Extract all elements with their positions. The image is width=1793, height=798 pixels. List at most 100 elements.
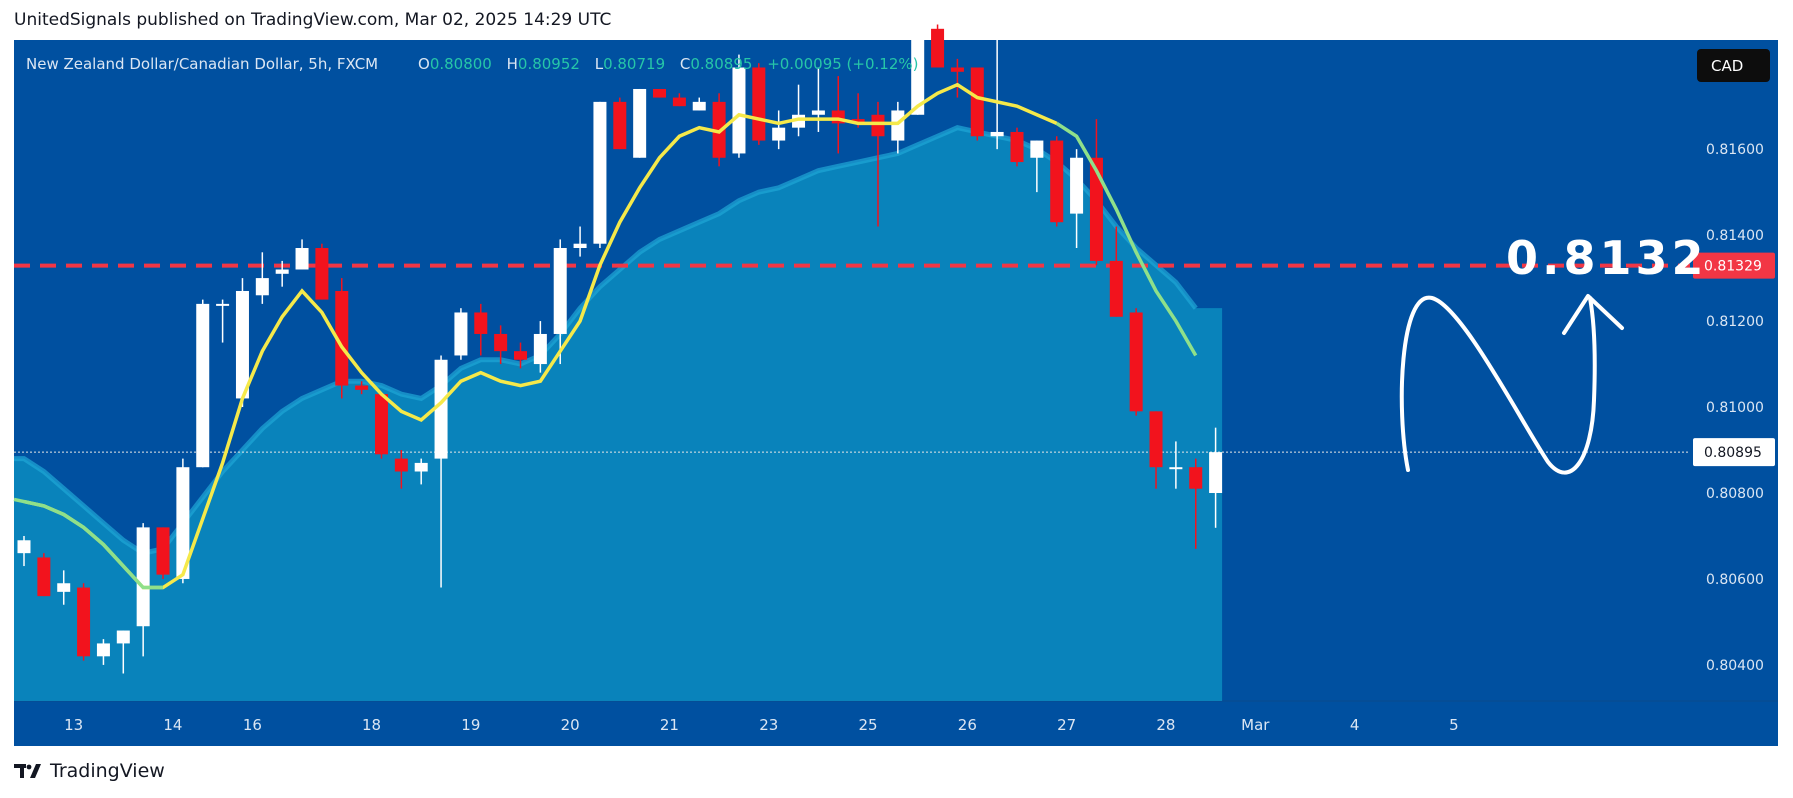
currency-label: CAD [1711,57,1743,75]
candle-body [434,359,448,459]
ohlc-low-value: 0.80719 [603,55,665,73]
candle [1070,149,1084,249]
price-tick-label: 0.81200 [1706,314,1764,330]
time-axis-panel[interactable] [14,701,1690,746]
price-tick-label: 0.80800 [1706,486,1764,502]
candle [414,458,428,485]
candle-body [196,303,210,468]
candle [454,308,468,360]
candle-body [335,290,349,386]
candle-body [414,462,428,472]
candle-body [1109,260,1123,317]
candle [1050,136,1064,227]
candle [355,381,369,395]
candle [295,239,309,270]
candle-body [474,312,488,334]
candle-body [454,312,468,356]
candle [196,299,210,468]
candle [772,110,786,150]
level-price-label: 0.81329 [1704,259,1762,275]
price-axis-panel[interactable] [1690,40,1778,746]
ohlc-close-label: C [680,55,690,73]
time-tick-label: 21 [660,716,679,734]
candle-body [672,97,686,107]
candle [970,67,984,141]
ema-line-down [1055,121,1198,357]
time-tick-label: 5 [1449,716,1459,734]
time-tick-label: 20 [561,716,580,734]
candle-body [931,28,945,68]
candle-body [1070,157,1084,214]
candle-body [573,243,587,249]
time-tick-label: 28 [1156,716,1175,734]
price-tick-label: 0.80600 [1706,572,1764,588]
candle [911,20,925,115]
tradingview-footer[interactable]: TradingView [14,760,165,782]
candle [156,527,170,579]
candle-body [494,333,508,352]
candle-body [1010,131,1024,163]
candle [931,24,945,68]
candle [474,303,488,356]
candle [811,67,825,132]
candle [1209,427,1223,528]
candle [891,101,905,154]
candle-body [851,119,865,124]
candle [950,58,964,98]
candle [613,97,627,150]
candle-body [315,248,329,300]
candle [235,278,249,408]
target-price-annotation: 0.8132 [1506,231,1708,285]
candle-body [990,131,1004,137]
candle-body [692,101,706,111]
candle-body [1169,467,1183,470]
candle [593,101,607,249]
candle-body [295,248,309,270]
candle-body [136,527,150,627]
ohlc-high-value: 0.80952 [518,55,580,73]
candle [374,394,388,459]
time-tick-label: 25 [859,716,878,734]
ohlc-close-value: 0.80895 [690,55,752,73]
candle [37,553,51,597]
candle-body [255,278,269,296]
candle [692,97,706,111]
candle [1030,140,1044,193]
candle [1109,226,1123,317]
candle-body [37,557,51,597]
candle [732,54,746,158]
candle-body [732,67,746,154]
candle [1149,411,1163,489]
band-fill-area [14,127,1223,702]
candle-body [216,303,230,306]
candle-body [1030,140,1044,158]
candle-body [355,385,369,390]
candle-body [950,67,964,72]
candle [752,63,766,145]
candle-body [653,88,667,98]
horizontal-level-layer [14,263,1690,453]
candle [275,260,289,287]
ema-line-start [13,497,164,590]
candle-body [394,458,408,472]
ohlc-open-label: O [418,55,430,73]
candle-body [235,290,249,399]
symbol-title[interactable]: New Zealand Dollar/Canadian Dollar, 5h, … [26,55,378,73]
candle-body [17,540,31,554]
price-tick-label: 0.81000 [1706,400,1764,416]
candle [514,342,527,369]
currency-badge[interactable]: CAD [1697,49,1770,82]
projection-wave-drawing [1399,295,1597,475]
candle [255,252,269,304]
time-tick-label: Mar [1241,716,1270,734]
candle-body [96,643,110,657]
time-axis-labels: 13 14 16 18 19 20 21 23 25 26 27 28 Mar 4 5 [64,716,1459,734]
time-tick-label: 16 [243,716,262,734]
candle-body [1149,411,1163,468]
candle-body [1129,312,1143,412]
candle-body [1089,157,1103,261]
candle-body [871,114,885,137]
ohlc-low-label: L [595,55,604,73]
